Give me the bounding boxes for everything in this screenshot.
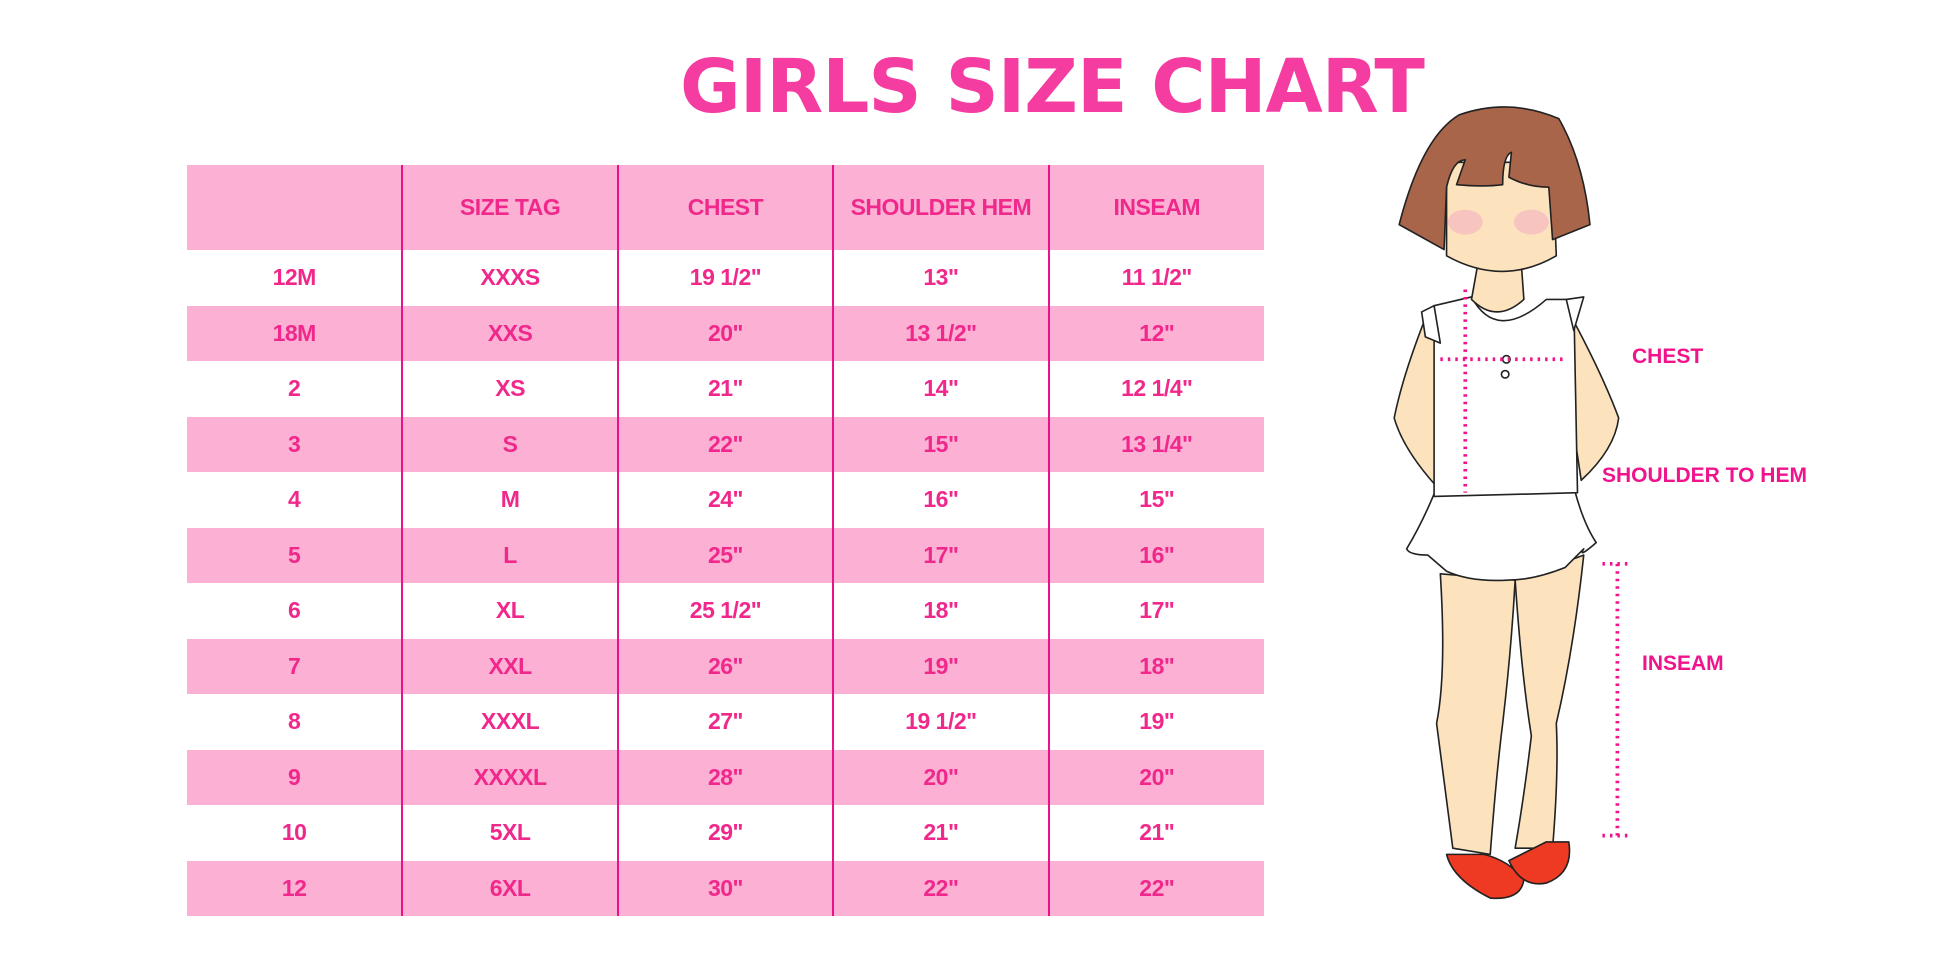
table-cell: 3 xyxy=(187,416,403,472)
table-header-row: SIZE TAG CHEST SHOULDER HEM INSEAM xyxy=(187,165,1264,250)
table-cell: 11 1/2" xyxy=(1047,250,1264,306)
table-cell: 21" xyxy=(1047,805,1264,861)
table-cell: XXL xyxy=(401,638,618,694)
bloomers xyxy=(1405,490,1598,582)
table-cell: 19" xyxy=(832,638,1049,694)
table-cell: 21" xyxy=(832,805,1049,861)
table-cell: 19 1/2" xyxy=(616,250,834,306)
table-cell: 4 xyxy=(288,486,301,513)
table-row: 10 5XL 29" 21" 21" xyxy=(187,805,1264,861)
table-cell: 19 1/2" xyxy=(832,694,1049,750)
table-cell: 27" xyxy=(616,694,834,750)
table-cell: 19" xyxy=(1047,694,1264,750)
table-body: 12M XXXS 19 1/2" 13" 11 1/2" 18M XXS 20" 13 1/2"… xyxy=(187,250,1264,916)
table-row: 2 XS 21" 14" 12 1/4" xyxy=(187,361,1264,417)
chest-label: CHEST xyxy=(1632,345,1704,368)
table-cell: 22" xyxy=(1047,860,1264,916)
neck xyxy=(1470,263,1525,313)
table-cell: 25 1/2" xyxy=(616,583,834,639)
table-row: 5 L 25" 17" 16" xyxy=(187,527,1264,583)
right-shoe xyxy=(1508,841,1571,885)
right-leg xyxy=(1514,554,1585,849)
left-sleeve-frill xyxy=(1420,304,1442,344)
table-cell: 22" xyxy=(832,860,1049,916)
column-header: SHOULDER HEM xyxy=(832,165,1049,250)
table-cell: 7 xyxy=(187,638,403,694)
shirt xyxy=(1433,296,1579,498)
face xyxy=(1445,161,1558,273)
table-cell: 20" xyxy=(616,305,834,361)
table-cell: 15" xyxy=(832,416,1049,472)
table-cell: 28" xyxy=(616,749,834,805)
table-cell: 25" xyxy=(616,527,834,583)
left-leg xyxy=(1435,572,1516,856)
size-chart-table: SIZE TAG CHEST SHOULDER HEM INSEAM 12M XXXS 1… xyxy=(187,165,1264,916)
table-row: 18M XXS 20" 13 1/2" 12" xyxy=(187,305,1264,361)
table-cell: XL xyxy=(401,583,618,639)
table-row: 12M XXXS 19 1/2" 13" 11 1/2" xyxy=(187,250,1264,306)
table-cell: 13" xyxy=(832,250,1049,306)
table-row: 9 XXXXL 28" 20" 20" xyxy=(187,749,1264,805)
table-cell: 17" xyxy=(1047,583,1264,639)
table-cell: 13 1/4" xyxy=(1047,416,1264,472)
table-cell: 12M xyxy=(272,264,317,291)
table-cell: XXS xyxy=(401,305,618,361)
table-cell: 20" xyxy=(832,749,1049,805)
table-cell: 13 1/2" xyxy=(832,305,1049,361)
table-cell: L xyxy=(401,527,618,583)
table-cell: 5 xyxy=(187,527,403,583)
table-cell: XXXXL xyxy=(401,749,618,805)
table-cell: 22" xyxy=(616,416,834,472)
table-row: 7 XXL 26" 19" 18" xyxy=(187,638,1264,694)
right-arm xyxy=(1564,311,1620,482)
table-cell: M xyxy=(401,472,618,528)
table-cell: 6 xyxy=(288,597,301,624)
table-cell: 30" xyxy=(616,860,834,916)
hair xyxy=(1398,106,1591,251)
table-cell: 18" xyxy=(832,583,1049,639)
table-cell: 16" xyxy=(832,472,1049,528)
table-cell: S xyxy=(401,416,618,472)
table-cell: 2 xyxy=(288,375,301,402)
table-cell: XXXL xyxy=(401,694,618,750)
table-row: 8 XXXL 27" 19 1/2" 19" xyxy=(187,694,1264,750)
table-cell: 21" xyxy=(616,361,834,417)
shoulder-to-hem-label: SHOULDER TO HEM xyxy=(1602,464,1807,487)
column-header: INSEAM xyxy=(1047,165,1264,250)
table-cell: 29" xyxy=(616,805,834,861)
table-row: 12 6XL 30" 22" 22" xyxy=(187,860,1264,916)
table-row: 6 XL 25 1/2" 18" 17" xyxy=(187,583,1264,639)
table-cell: 14" xyxy=(832,361,1049,417)
right-sleeve-frill xyxy=(1565,296,1585,332)
table-cell: 9 xyxy=(187,749,403,805)
column-header: SIZE TAG xyxy=(401,165,618,250)
table-cell: 12" xyxy=(1047,305,1264,361)
table-cell: 8 xyxy=(288,708,301,735)
inseam-label: INSEAM xyxy=(1642,652,1724,675)
table-cell: XXXS xyxy=(401,250,618,306)
table-row: 4 M 24" 16" 15" xyxy=(187,472,1264,528)
table-cell: 18M xyxy=(187,305,403,361)
table-row: 3 S 22" 15" 13 1/4" xyxy=(187,416,1264,472)
column-header xyxy=(187,165,403,250)
table-cell: 16" xyxy=(1047,527,1264,583)
table-cell: 20" xyxy=(1047,749,1264,805)
table-cell: 18" xyxy=(1047,638,1264,694)
table-cell: 5XL xyxy=(401,805,618,861)
table-cell: 26" xyxy=(616,638,834,694)
column-header: CHEST xyxy=(616,165,834,250)
table-cell: 12 1/4" xyxy=(1047,361,1264,417)
table-cell: XS xyxy=(401,361,618,417)
table-cell: 17" xyxy=(832,527,1049,583)
table-cell: 6XL xyxy=(401,860,618,916)
table-cell: 10 xyxy=(281,819,307,846)
left-shoe xyxy=(1445,853,1525,900)
table-cell: 12 xyxy=(187,860,403,916)
table-cell: 15" xyxy=(1047,472,1264,528)
table-cell: 24" xyxy=(616,472,834,528)
